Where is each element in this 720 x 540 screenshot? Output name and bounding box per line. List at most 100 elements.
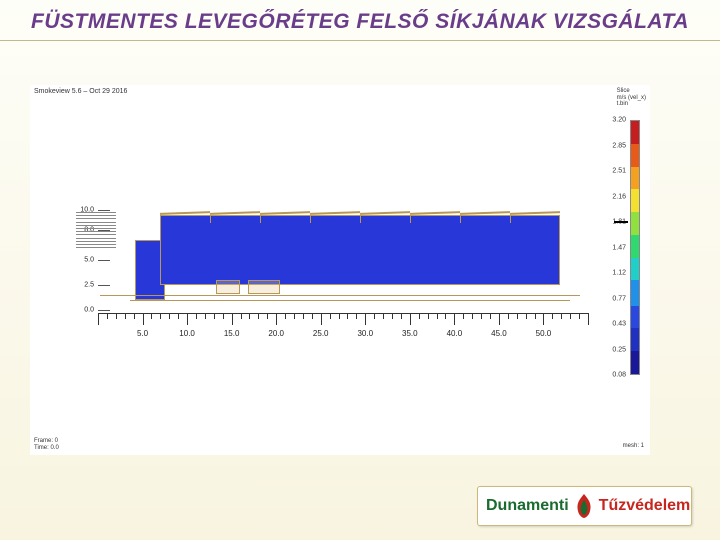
colorbar-segment bbox=[631, 167, 639, 190]
x-tick-label: 45.0 bbox=[491, 329, 507, 338]
x-tick-minor bbox=[241, 313, 242, 319]
x-tick-minor bbox=[151, 313, 152, 319]
colorbar-tick-label: 1.47 bbox=[612, 244, 626, 251]
colorbar-segment bbox=[631, 258, 639, 281]
meta-tr-3: t.bin bbox=[617, 101, 646, 108]
logo-text-right: Tűzvédelem bbox=[599, 497, 691, 515]
x-tick-major bbox=[143, 313, 144, 325]
x-tick-minor bbox=[392, 313, 393, 319]
meta-slice-info: Slice m/s (vel_x) t.bin bbox=[617, 88, 646, 108]
x-tick-minor bbox=[196, 313, 197, 319]
x-tick-minor bbox=[116, 313, 117, 319]
hall-divider bbox=[260, 215, 261, 223]
x-tick-minor bbox=[517, 313, 518, 319]
ground-line bbox=[100, 295, 580, 296]
x-tick-minor bbox=[401, 313, 402, 319]
x-tick-minor bbox=[383, 313, 384, 319]
simulation-plot: Smokeview 5.6 – Oct 29 2016 Slice m/s (v… bbox=[30, 85, 650, 455]
colorbar-tick-label: 3.20 bbox=[612, 117, 626, 124]
logo-text-left: Dunamenti bbox=[486, 497, 569, 515]
meta-frame-time: Frame: 0 Time: 0.0 bbox=[34, 438, 59, 452]
colorbar-segment bbox=[631, 328, 639, 351]
y-tick bbox=[98, 310, 110, 311]
x-tick-minor bbox=[508, 313, 509, 319]
x-tick-major bbox=[365, 313, 366, 325]
colorbar-tick-label: 0.43 bbox=[612, 321, 626, 328]
colorbar-segment bbox=[631, 144, 639, 167]
x-tick-label: 40.0 bbox=[447, 329, 463, 338]
x-tick-minor bbox=[267, 313, 268, 319]
x-tick-label: 25.0 bbox=[313, 329, 329, 338]
x-tick-minor bbox=[258, 313, 259, 319]
title-text: FÜSTMENTES LEVEGŐRÉTEG FELSŐ SÍKJÁNAK VI… bbox=[31, 10, 689, 33]
x-tick-minor bbox=[552, 313, 553, 319]
y-tick-label: 0.0 bbox=[84, 307, 94, 314]
x-tick-minor bbox=[294, 313, 295, 319]
x-tick-minor bbox=[107, 313, 108, 319]
x-tick-minor bbox=[160, 313, 161, 319]
x-tick-minor bbox=[472, 313, 473, 319]
x-tick-major bbox=[410, 313, 411, 325]
colorbar-tick-label: 1.12 bbox=[612, 270, 626, 277]
x-tick-major bbox=[454, 313, 455, 325]
x-tick-minor bbox=[125, 313, 126, 319]
x-tick-minor bbox=[374, 313, 375, 319]
colorbar-tick-label: 2.16 bbox=[612, 193, 626, 200]
meta-time: Time: 0.0 bbox=[34, 445, 59, 452]
x-tick-major bbox=[232, 313, 233, 325]
building-main-hall bbox=[160, 215, 560, 285]
x-tick-minor bbox=[214, 313, 215, 319]
x-tick-label: 20.0 bbox=[268, 329, 284, 338]
hall-divider bbox=[160, 215, 161, 223]
x-tick-label: 5.0 bbox=[137, 329, 148, 338]
x-tick-minor bbox=[356, 313, 357, 319]
meta-frame: Frame: 0 bbox=[34, 438, 59, 445]
colorbar-tick-label: 2.85 bbox=[612, 142, 626, 149]
hall-divider bbox=[210, 215, 211, 223]
x-tick-minor bbox=[339, 313, 340, 319]
x-tick-minor bbox=[481, 313, 482, 319]
colorbar-segment bbox=[631, 121, 639, 144]
hall-divider bbox=[360, 215, 361, 223]
x-tick-label: 15.0 bbox=[224, 329, 240, 338]
x-tick-minor bbox=[579, 313, 580, 319]
colorbar-segment bbox=[631, 189, 639, 212]
x-tick-minor bbox=[169, 313, 170, 319]
x-tick-minor bbox=[223, 313, 224, 319]
colorbar-tick-label: 2.51 bbox=[612, 168, 626, 175]
x-tick-major bbox=[98, 313, 99, 325]
hall-divider bbox=[310, 215, 311, 223]
flame-icon bbox=[573, 492, 595, 520]
x-tick-label: 30.0 bbox=[357, 329, 373, 338]
x-tick-major bbox=[499, 313, 500, 325]
meta-tr-1: Slice bbox=[617, 88, 646, 95]
x-axis-baseline bbox=[98, 313, 588, 314]
x-tick-label: 50.0 bbox=[536, 329, 552, 338]
x-tick-minor bbox=[419, 313, 420, 319]
y-tick-label: 2.5 bbox=[84, 282, 94, 289]
colorbar-segment bbox=[631, 351, 639, 374]
interior-block bbox=[216, 280, 240, 294]
x-tick-minor bbox=[428, 313, 429, 319]
x-tick-minor bbox=[312, 313, 313, 319]
colorbar-tick-label: 0.08 bbox=[612, 372, 626, 379]
x-tick-label: 35.0 bbox=[402, 329, 418, 338]
y-tick-label: 5.0 bbox=[84, 257, 94, 264]
x-tick-minor bbox=[303, 313, 304, 319]
smoke-layer-line bbox=[162, 265, 558, 267]
hall-divider bbox=[510, 215, 511, 223]
ground-line-2 bbox=[130, 300, 570, 301]
meta-tr-2: m/s (vel_x) bbox=[617, 95, 646, 102]
y-hatch bbox=[76, 212, 116, 213]
x-tick-minor bbox=[535, 313, 536, 319]
colorbar-tick-label: 0.25 bbox=[612, 346, 626, 353]
x-tick-minor bbox=[526, 313, 527, 319]
x-tick-minor bbox=[570, 313, 571, 319]
colorbar-segment bbox=[631, 212, 639, 235]
y-tick bbox=[98, 210, 110, 211]
x-tick-minor bbox=[134, 313, 135, 319]
x-tick-major bbox=[187, 313, 188, 325]
x-tick-minor bbox=[490, 313, 491, 319]
meta-mesh: mesh: 1 bbox=[623, 443, 644, 449]
x-tick-minor bbox=[285, 313, 286, 319]
